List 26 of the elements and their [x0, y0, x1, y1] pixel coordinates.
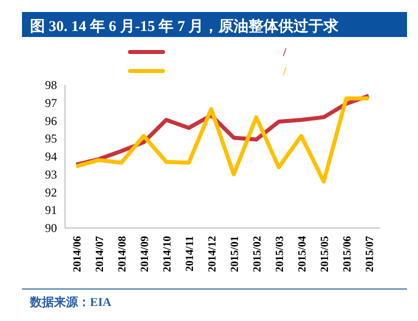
y-tick-label: 90: [45, 221, 57, 235]
x-tick-label: 2015/01: [228, 236, 241, 272]
y-tick-label: 92: [45, 185, 57, 200]
y-tick-label: 95: [45, 132, 57, 146]
x-tick-label: 2015/06: [341, 236, 354, 272]
x-tick-label: 2014/08: [116, 236, 128, 272]
x-tick-label: 2014/12: [206, 236, 218, 272]
x-tick-label: 2015/05: [318, 236, 331, 272]
x-tick-label: 2014/07: [94, 236, 106, 272]
title-bar: 图 30. 14 年 6 月-15 年 7 月，原油整体供过于求: [22, 12, 407, 37]
y-tick-label: 94: [45, 150, 57, 164]
source-note: 数据来源：EIA: [29, 295, 112, 309]
x-tick-label: 2014/09: [138, 236, 151, 272]
y-tick-label: 93: [45, 167, 57, 182]
x-tick-label: 2015/03: [274, 236, 286, 272]
y-tick-label: 97: [45, 96, 57, 110]
y-tick-label: 96: [45, 114, 57, 128]
chart-title: 图 30. 14 年 6 月-15 年 7 月，原油整体供过于求: [30, 18, 340, 35]
x-tick-label: 2015/04: [296, 236, 308, 272]
x-tick-label: 2014/10: [161, 236, 174, 272]
x-tick-label: 2015/02: [251, 236, 264, 272]
y-tick-label: 91: [45, 203, 57, 218]
y-tick-label: 98: [45, 78, 57, 92]
x-tick-label: 2014/11: [184, 236, 196, 272]
x-tick-label: 2015/07: [364, 236, 376, 272]
x-tick-label: 2014/06: [71, 236, 84, 272]
